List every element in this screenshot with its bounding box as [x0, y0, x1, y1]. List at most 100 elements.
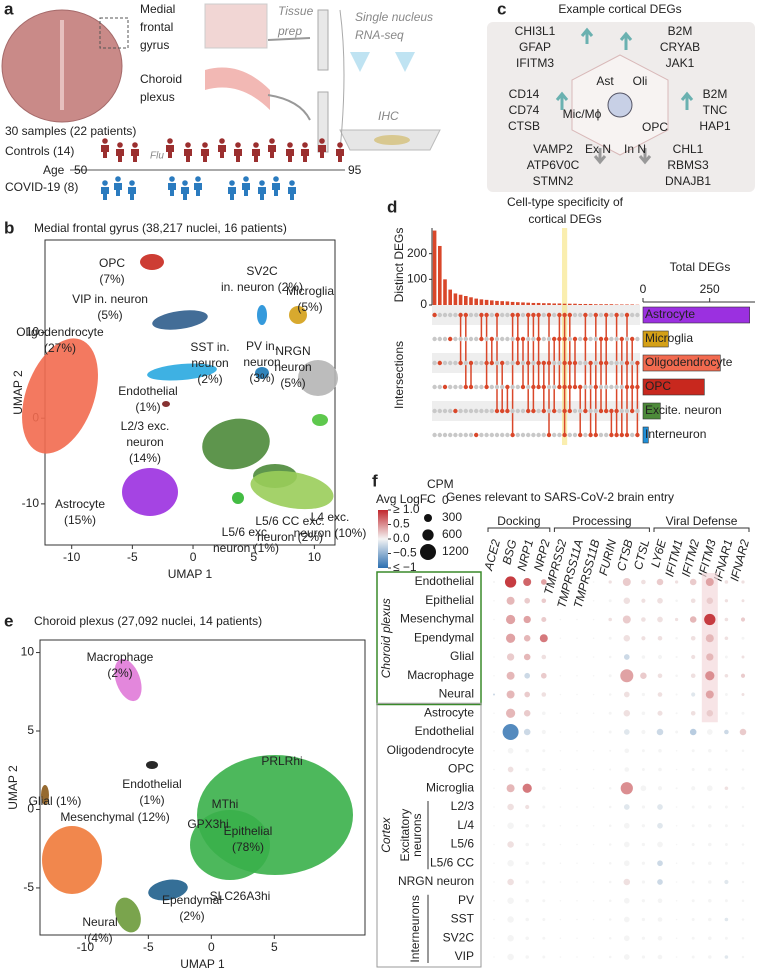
- matrix-dot: [546, 360, 552, 366]
- matrix-dot: [567, 384, 572, 390]
- dot: [622, 578, 631, 586]
- gene: GFAP: [519, 40, 551, 54]
- dot: [705, 634, 714, 643]
- dot: [493, 599, 495, 602]
- dot: [657, 786, 663, 791]
- y-tick-label: -5: [23, 880, 34, 894]
- bar: [448, 289, 452, 305]
- cluster-blob: [148, 879, 188, 901]
- person-body: [201, 149, 209, 162]
- label: Cell-type specificity of: [507, 195, 624, 209]
- matrix-dot: [557, 336, 562, 342]
- dot: [657, 841, 663, 848]
- bar: [614, 304, 619, 305]
- matrix-dot: [520, 408, 526, 414]
- bar: [479, 299, 484, 305]
- dot: [641, 579, 646, 585]
- person-body: [184, 149, 192, 162]
- dot: [608, 861, 612, 865]
- cluster-blob: [190, 810, 270, 880]
- dot: [505, 708, 516, 718]
- matrix-dot: [531, 408, 536, 414]
- dot: [724, 786, 729, 791]
- dot: [741, 636, 745, 640]
- dot: [741, 899, 745, 903]
- dot: [523, 709, 531, 717]
- matrix-dot: [442, 408, 448, 414]
- label: f: [372, 471, 378, 490]
- person-body: [288, 187, 296, 200]
- subtype-label: PRLRhi: [261, 754, 302, 768]
- label: Tissue: [278, 4, 314, 18]
- matrix-dot: [635, 432, 640, 438]
- dot: [525, 823, 529, 828]
- dot: [708, 748, 712, 753]
- matrix-dot: [593, 312, 598, 318]
- gene: DNAJB1: [665, 174, 711, 188]
- cluster-label: (7%): [99, 272, 124, 286]
- matrix-dot: [624, 408, 630, 414]
- matrix-dot: [510, 336, 515, 342]
- dot: [623, 860, 630, 867]
- matrix-dot: [500, 408, 505, 414]
- dot: [689, 616, 697, 623]
- dot: [741, 880, 745, 884]
- matrix-dot: [578, 360, 583, 366]
- matrix-dot: [510, 360, 515, 366]
- matrix-dot: [468, 384, 474, 390]
- dot: [507, 859, 514, 867]
- matrix-dot: [557, 384, 562, 390]
- person-head: [337, 142, 343, 148]
- dot: [525, 861, 529, 866]
- matrix-dot: [604, 312, 609, 318]
- dot: [592, 956, 595, 958]
- bar: [547, 303, 551, 305]
- dot: [608, 711, 612, 715]
- dot: [657, 935, 663, 941]
- dot: [576, 806, 578, 808]
- dot: [675, 674, 678, 678]
- person-head: [243, 176, 249, 182]
- bar: [573, 303, 577, 305]
- person-body: [336, 149, 344, 162]
- y-tick-label: 5: [27, 723, 34, 737]
- gene: TNC: [703, 103, 728, 117]
- colorbar-label: −0.5: [393, 546, 417, 560]
- cluster-label: PV in.: [246, 339, 278, 353]
- total-bar: [642, 378, 705, 396]
- dot: [541, 692, 547, 697]
- dot: [576, 918, 578, 921]
- gene: CHL1: [673, 142, 704, 156]
- dot: [724, 936, 728, 940]
- cluster-label: OPC: [99, 256, 125, 270]
- size-label: 0: [442, 493, 449, 507]
- set-label: Microglia: [645, 331, 693, 345]
- matrix-dot: [630, 360, 635, 366]
- matrix-dot: [432, 408, 437, 414]
- matrix-dot: [531, 360, 536, 366]
- dot: [608, 786, 612, 790]
- cluster-blob: [147, 363, 217, 381]
- bar: [625, 304, 629, 305]
- matrix-dot: [531, 312, 536, 318]
- matrix-dot: [479, 360, 484, 366]
- group-label: Processing: [572, 514, 631, 528]
- bar: [521, 302, 525, 305]
- dot: [559, 599, 562, 602]
- dot: [524, 672, 531, 679]
- matrix-dot: [546, 336, 552, 342]
- matrix-dot: [515, 336, 520, 342]
- dot: [691, 861, 695, 865]
- matrix-dot: [505, 360, 510, 366]
- matrix-dot: [448, 384, 453, 390]
- matrix-dot: [448, 432, 453, 438]
- set-label: Oligodendrocyte: [645, 355, 733, 369]
- cluster-label: Neural: [82, 915, 117, 929]
- row-label: Mesenchymal: [400, 612, 474, 626]
- dot: [492, 580, 496, 584]
- person-head: [302, 142, 308, 148]
- matrix-dot: [520, 360, 526, 366]
- dot: [691, 692, 696, 697]
- dot: [608, 599, 612, 603]
